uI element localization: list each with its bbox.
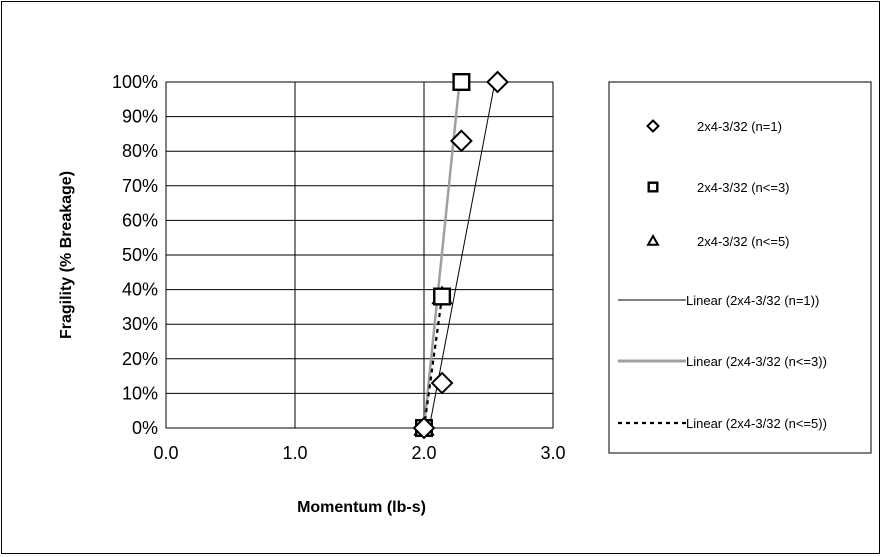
trendline — [422, 88, 461, 429]
y-tick-label: 0% — [132, 418, 158, 438]
trendlines — [422, 81, 496, 429]
trendline — [422, 296, 444, 429]
legend-label: 2x4-3/32 (n<=3) — [697, 180, 790, 195]
y-axis-ticks: 0% 10% 20% 30% 40% 50% 60% 70% 80% 90% 100% — [112, 72, 158, 438]
y-tick-label: 50% — [122, 245, 158, 265]
legend-marker-square — [647, 181, 659, 193]
data-point-diamond — [412, 416, 436, 440]
data-point-square — [452, 72, 471, 91]
y-tick-label: 20% — [122, 349, 158, 369]
legend-label: Linear (2x4-3/32 (n<=3)) — [686, 354, 827, 369]
x-tick-label: 1.0 — [282, 443, 307, 463]
legend-label: 2x4-3/32 (n<=5) — [697, 234, 790, 249]
y-tick-label: 80% — [122, 141, 158, 161]
legend-label: Linear (2x4-3/32 (n=1)) — [686, 293, 819, 308]
y-axis-label: Fragility (% Breakage) — [58, 171, 75, 339]
legend-label: 2x4-3/32 (n=1) — [697, 119, 782, 134]
x-tick-label: 0.0 — [153, 443, 178, 463]
y-tick-label: 100% — [112, 72, 158, 92]
y-tick-label: 60% — [122, 210, 158, 230]
data-markers — [412, 70, 509, 440]
trendline — [428, 81, 496, 429]
legend: 2x4-3/32 (n=1) 2x4-3/32 (n<=3) 2x4-3/32 (n… — [608, 81, 872, 454]
y-tick-label: 10% — [122, 383, 158, 403]
data-point-diamond — [430, 371, 454, 395]
legend-marker-triangle — [646, 234, 660, 246]
y-tick-label: 30% — [122, 314, 158, 334]
legend-box — [608, 81, 872, 454]
x-tick-label: 3.0 — [540, 443, 565, 463]
data-point-diamond — [486, 70, 509, 94]
x-axis-ticks: 0.0 1.0 2.0 3.0 — [153, 443, 565, 463]
y-tick-label: 70% — [122, 176, 158, 196]
legend-label: Linear (2x4-3/32 (n<=5)) — [686, 416, 827, 431]
x-axis-label: Momentum (lb-s) — [297, 499, 426, 516]
x-tick-label: 2.0 — [411, 443, 436, 463]
y-tick-label: 90% — [122, 107, 158, 127]
data-point-square — [433, 287, 452, 306]
legend-marker-diamond — [646, 119, 660, 133]
y-tick-label: 40% — [122, 280, 158, 300]
data-point-diamond — [449, 129, 473, 153]
